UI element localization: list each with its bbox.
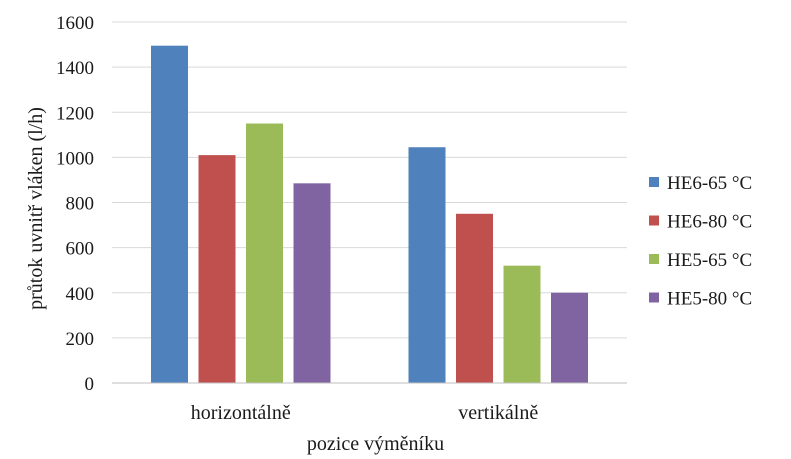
legend-label: HE6-65 °C bbox=[667, 173, 752, 194]
x-axis-title: pozice výměníku bbox=[307, 433, 444, 455]
y-axis-ticks: 0 200 400 600 800 1000 1200 1400 1600 bbox=[56, 13, 94, 395]
x-category-label: vertikálně bbox=[458, 402, 538, 424]
bar bbox=[456, 213, 493, 383]
bar bbox=[198, 155, 236, 383]
bar bbox=[246, 123, 283, 383]
legend-swatch bbox=[649, 177, 659, 187]
x-axis-categories: horizontálně vertikálně bbox=[191, 402, 539, 424]
bar bbox=[408, 147, 446, 383]
legend: HE6-65 °C HE6-80 °C HE5-65 °C HE5-80 °C bbox=[649, 173, 752, 310]
legend-label: HE5-80 °C bbox=[667, 289, 752, 310]
y-tick-label: 1000 bbox=[56, 148, 94, 169]
legend-swatch bbox=[649, 292, 659, 303]
y-tick-label: 600 bbox=[66, 239, 95, 260]
x-category-label: horizontálně bbox=[191, 402, 291, 424]
y-tick-label: 0 bbox=[85, 374, 95, 395]
legend-swatch bbox=[649, 215, 659, 226]
bars bbox=[151, 45, 588, 384]
y-tick-label: 200 bbox=[66, 329, 95, 350]
legend-label: HE5-65 °C bbox=[667, 250, 752, 271]
y-axis-title: průtok uvnitř vláken (l/h) bbox=[25, 107, 47, 310]
y-tick-label: 400 bbox=[66, 284, 95, 305]
bar bbox=[151, 45, 188, 384]
y-tick-label: 1600 bbox=[56, 13, 94, 34]
y-tick-label: 1400 bbox=[56, 58, 94, 79]
bar bbox=[551, 292, 588, 383]
y-tick-label: 1200 bbox=[56, 103, 94, 124]
gridlines bbox=[112, 21, 627, 339]
legend-label: HE6-80 °C bbox=[667, 212, 752, 233]
y-tick-label: 800 bbox=[66, 194, 95, 215]
legend-swatch bbox=[649, 254, 659, 264]
bar bbox=[503, 265, 541, 383]
bar bbox=[293, 183, 331, 383]
